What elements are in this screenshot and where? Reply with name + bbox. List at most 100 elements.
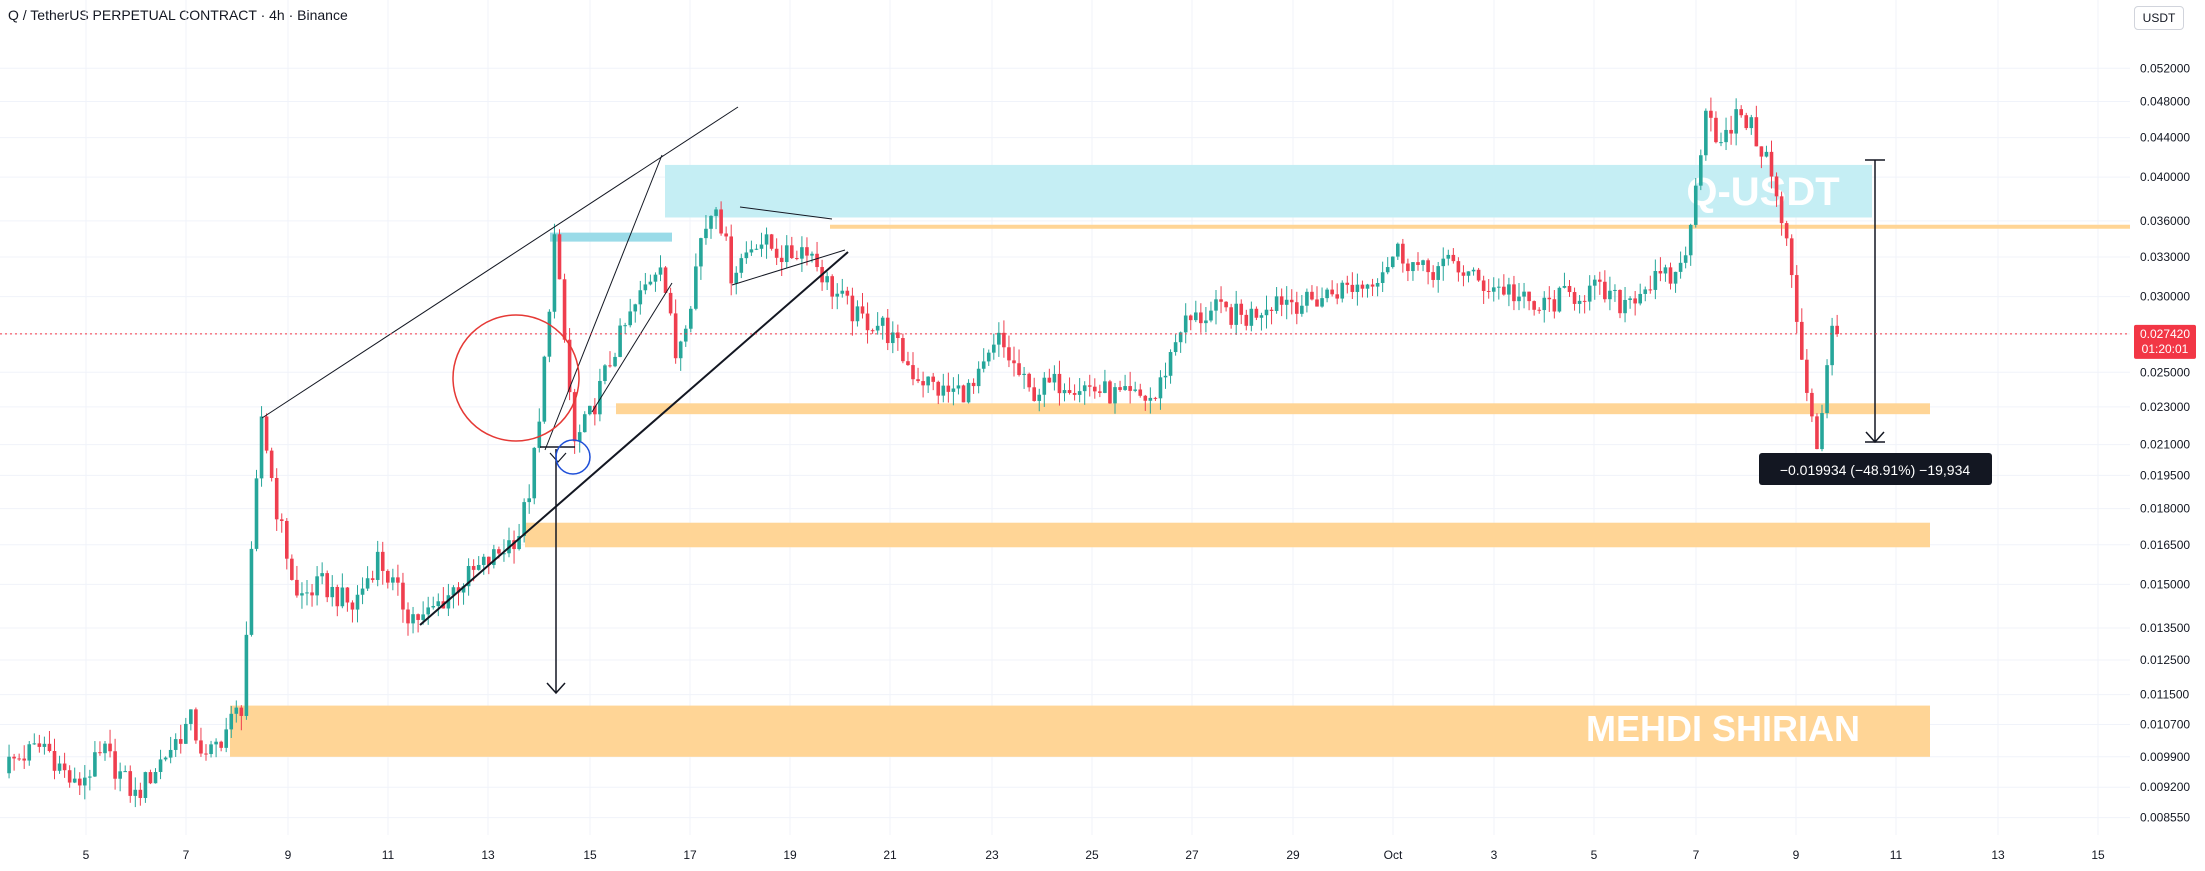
candle-body[interactable] xyxy=(648,281,653,285)
candle-body[interactable] xyxy=(1441,258,1446,267)
candle-body[interactable] xyxy=(234,707,239,714)
candle-body[interactable] xyxy=(1204,320,1208,324)
candle-body[interactable] xyxy=(1365,284,1370,289)
candle-body[interactable] xyxy=(481,556,486,565)
candle-body[interactable] xyxy=(1789,238,1794,276)
candle-body[interactable] xyxy=(1234,303,1238,325)
candle-body[interactable] xyxy=(992,344,996,353)
candle-body[interactable] xyxy=(370,578,375,580)
candle-body[interactable] xyxy=(1183,315,1188,333)
candle-body[interactable] xyxy=(643,284,648,291)
candle-body[interactable] xyxy=(835,293,840,297)
candle-body[interactable] xyxy=(173,739,178,750)
support-zone[interactable] xyxy=(525,522,1930,548)
candle-body[interactable] xyxy=(1658,270,1663,274)
candle-body[interactable] xyxy=(653,274,658,282)
candle-body[interactable] xyxy=(557,234,562,280)
candle-body[interactable] xyxy=(1471,269,1476,272)
candle-body[interactable] xyxy=(1037,394,1042,401)
candle-body[interactable] xyxy=(431,606,436,608)
candle-body[interactable] xyxy=(88,776,92,778)
candle-body[interactable] xyxy=(446,595,451,609)
candle-body[interactable] xyxy=(875,325,880,331)
candle-body[interactable] xyxy=(340,587,345,607)
candle-body[interactable] xyxy=(1769,151,1774,177)
candle-body[interactable] xyxy=(749,249,754,253)
candle-body[interactable] xyxy=(1032,387,1036,401)
candle-body[interactable] xyxy=(1153,397,1158,399)
candle-body[interactable] xyxy=(689,308,693,329)
candle-body[interactable] xyxy=(1067,390,1072,393)
candle-body[interactable] xyxy=(1532,301,1536,310)
candle-body[interactable] xyxy=(1835,325,1839,334)
candle-body[interactable] xyxy=(249,548,254,635)
candle-body[interactable] xyxy=(784,245,789,263)
candle-body[interactable] xyxy=(406,609,410,624)
candle-body[interactable] xyxy=(1401,243,1405,264)
candle-body[interactable] xyxy=(1133,389,1137,391)
candle-body[interactable] xyxy=(1446,254,1451,259)
candle-body[interactable] xyxy=(67,770,72,783)
candle-body[interactable] xyxy=(1118,387,1122,390)
candle-body[interactable] xyxy=(1759,146,1764,157)
candle-body[interactable] xyxy=(815,253,819,268)
resistance-zone[interactable] xyxy=(665,164,1872,218)
candle-body[interactable] xyxy=(244,634,249,716)
candle-body[interactable] xyxy=(931,376,935,382)
candle-body[interactable] xyxy=(1572,292,1577,304)
candle-body[interactable] xyxy=(1719,142,1723,144)
candle-body[interactable] xyxy=(204,753,208,755)
candle-body[interactable] xyxy=(375,551,380,580)
candle-body[interactable] xyxy=(1497,286,1501,288)
candle-body[interactable] xyxy=(1310,291,1314,300)
candle-body[interactable] xyxy=(360,588,365,595)
candle-body[interactable] xyxy=(1355,284,1360,292)
candle-body[interactable] xyxy=(305,592,309,594)
candle-body[interactable] xyxy=(1673,271,1678,284)
candle-body[interactable] xyxy=(1123,386,1127,390)
candle-body[interactable] xyxy=(951,388,956,392)
candle-body[interactable] xyxy=(1426,260,1430,273)
candle-body[interactable] xyxy=(1340,282,1345,299)
candle-body[interactable] xyxy=(436,601,441,607)
candle-body[interactable] xyxy=(537,421,542,448)
candle-body[interactable] xyxy=(1638,293,1642,304)
candle-body[interactable] xyxy=(1693,185,1698,225)
candle-body[interactable] xyxy=(1537,309,1541,311)
candle-body[interactable] xyxy=(421,614,425,620)
candle-body[interactable] xyxy=(608,365,612,367)
candle-body[interactable] xyxy=(1507,284,1511,295)
candle-body[interactable] xyxy=(461,586,466,593)
candle-body[interactable] xyxy=(1653,270,1658,290)
candle-body[interactable] xyxy=(1825,365,1829,414)
candle-body[interactable] xyxy=(451,587,456,596)
candle-body[interactable] xyxy=(1517,296,1521,302)
candle-body[interactable] xyxy=(1345,282,1350,285)
candle-body[interactable] xyxy=(764,234,769,245)
candle-body[interactable] xyxy=(1476,269,1481,281)
candle-body[interactable] xyxy=(517,535,521,550)
candle-body[interactable] xyxy=(663,267,668,293)
highlight-circle[interactable] xyxy=(452,314,580,442)
candle-body[interactable] xyxy=(1456,261,1461,273)
candle-body[interactable] xyxy=(1764,151,1769,157)
candle-body[interactable] xyxy=(178,739,183,744)
candle-body[interactable] xyxy=(870,330,875,332)
candle-body[interactable] xyxy=(613,356,617,367)
candle-body[interactable] xyxy=(1047,377,1052,383)
candle-body[interactable] xyxy=(885,317,890,344)
candle-body[interactable] xyxy=(1451,254,1456,262)
candle-body[interactable] xyxy=(1623,299,1627,314)
candle-body[interactable] xyxy=(527,498,531,503)
candle-body[interactable] xyxy=(1431,272,1435,280)
candle-body[interactable] xyxy=(805,247,809,256)
candle-body[interactable] xyxy=(1194,312,1198,321)
candle-body[interactable] xyxy=(901,338,905,362)
candle-body[interactable] xyxy=(971,382,976,387)
candle-body[interactable] xyxy=(219,741,223,748)
candle-body[interactable] xyxy=(214,741,218,745)
candle-body[interactable] xyxy=(1547,297,1552,300)
candle-body[interactable] xyxy=(1158,377,1163,399)
candle-body[interactable] xyxy=(598,380,602,415)
support-zone[interactable] xyxy=(616,403,1930,415)
